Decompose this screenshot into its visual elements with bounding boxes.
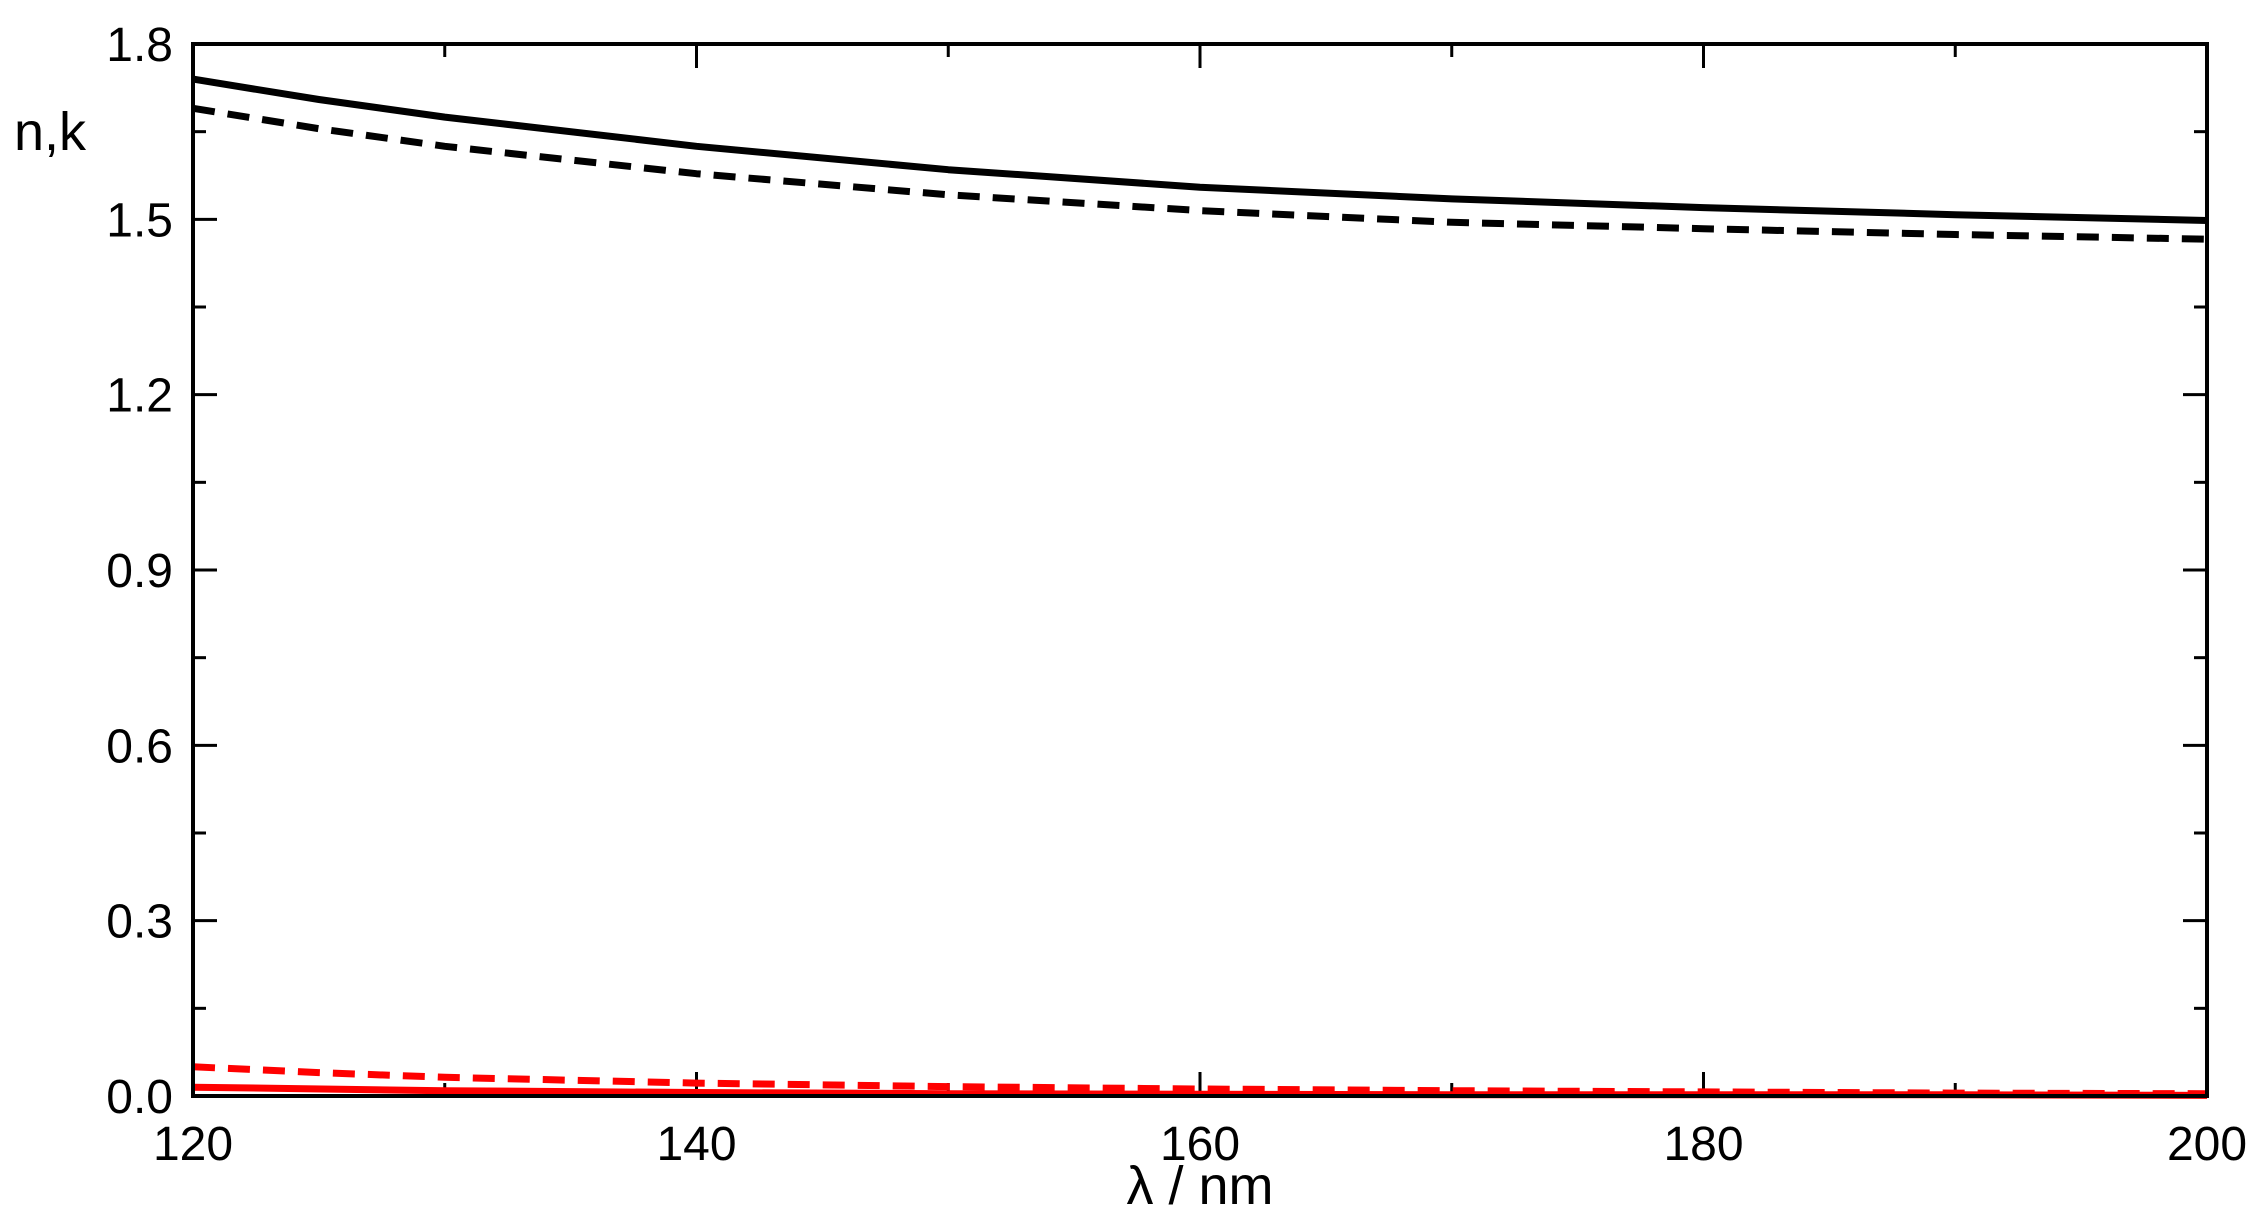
y-tick-label: 0.6 [106,720,173,773]
plot-series [192,75,2208,1099]
series-line-1 [192,75,2208,224]
axis-ticks [191,42,2209,1098]
y-axis-title: n,k [14,102,87,162]
x-axis-title: λ / nm [1126,1156,1273,1216]
x-tick-label: 180 [1663,1118,1743,1171]
y-tick-labels: 0.0 0.3 0.6 0.9 1.2 1.5 1.8 [106,19,173,1124]
y-tick-label: 0.3 [106,896,173,949]
series-line-2 [192,104,2208,243]
y-tick-label: 1.2 [106,370,173,423]
y-tick-label: 0.0 [106,1071,173,1124]
x-tick-label: 160 [1160,1118,1240,1171]
y-tick-label: 0.9 [106,545,173,598]
x-tick-label: 120 [153,1118,233,1171]
y-tick-label: 1.8 [106,19,173,72]
x-tick-label: 200 [2167,1118,2247,1171]
series-line-4 [192,1063,2208,1098]
x-tick-labels: 120 140 160 180 200 [153,1118,2247,1171]
plot-frame [191,42,2209,1098]
y-tick-label: 1.5 [106,194,173,247]
x-tick-label: 140 [656,1118,736,1171]
